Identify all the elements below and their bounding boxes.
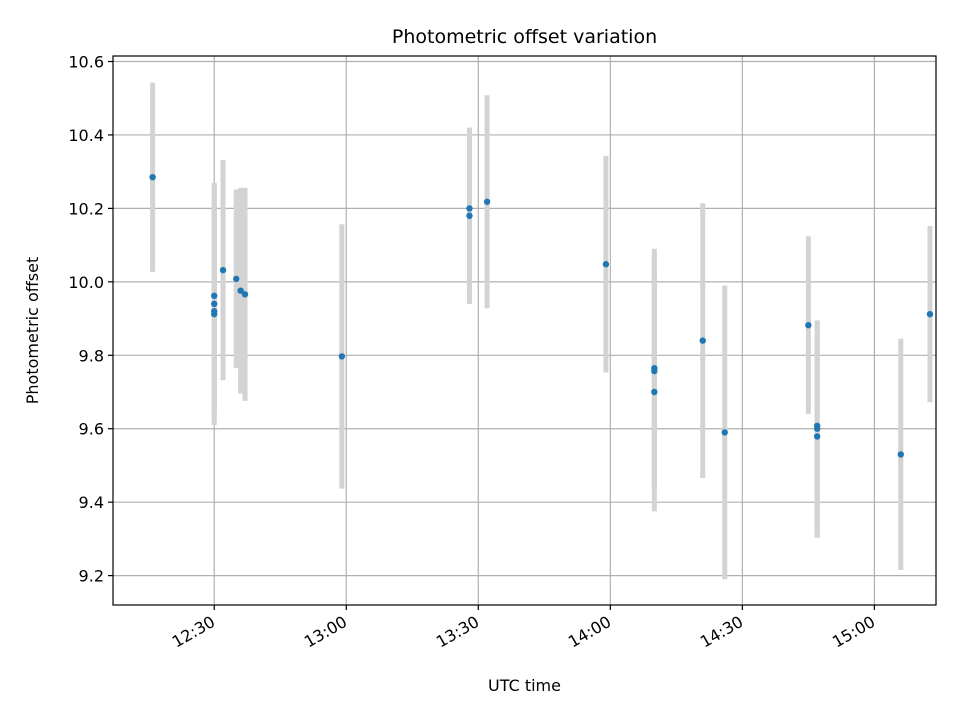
y-axis: 9.2 9.4 9.6 9.8 10.0 10.2 10.4 10.6 <box>68 53 113 586</box>
data-point <box>813 425 821 432</box>
data-point <box>721 429 728 436</box>
y-axis-title: Photometric offset <box>23 257 42 405</box>
chart-title: Photometric offset variation <box>392 26 657 48</box>
data-point <box>897 451 904 458</box>
y-tick-label: 10.4 <box>68 126 104 145</box>
data-point <box>926 310 934 318</box>
data-point <box>813 433 821 440</box>
data-point <box>651 367 658 375</box>
data-point <box>149 173 156 181</box>
data-point <box>466 212 473 219</box>
y-tick-label: 9.2 <box>79 567 104 586</box>
data-point <box>219 266 227 274</box>
data-point <box>483 198 491 205</box>
data-point <box>211 292 218 299</box>
y-tick-label: 10.2 <box>68 199 104 218</box>
y-tick-label: 10.0 <box>68 273 104 292</box>
data-point <box>651 388 658 396</box>
y-tick-label: 9.6 <box>79 420 104 439</box>
y-tick-label: 10.6 <box>68 53 104 72</box>
data-point <box>211 300 218 308</box>
data-point <box>237 287 244 294</box>
data-point <box>466 205 473 212</box>
plot-frame <box>112 55 937 606</box>
data-point <box>233 275 240 283</box>
data-point <box>338 353 346 360</box>
data-points <box>149 173 934 458</box>
x-axis-title: UTC time <box>488 676 561 695</box>
y-tick-label: 9.4 <box>79 493 104 512</box>
plot-area <box>113 56 936 605</box>
data-point <box>699 337 706 344</box>
data-point <box>805 321 812 329</box>
data-point <box>211 308 218 315</box>
data-point <box>602 261 610 268</box>
y-tick-label: 9.8 <box>79 346 104 365</box>
data-point <box>241 291 249 298</box>
grid <box>113 56 936 605</box>
